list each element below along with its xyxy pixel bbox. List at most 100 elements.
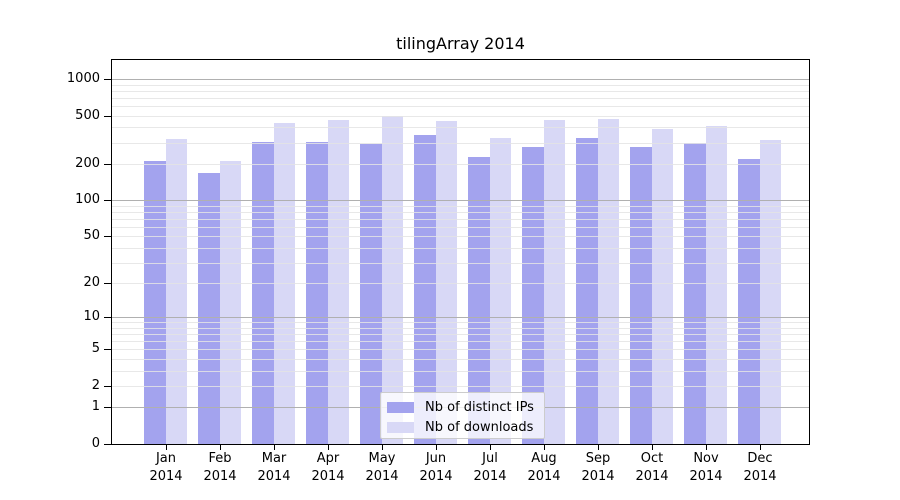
- bar-oct-downloads: [651, 128, 673, 444]
- x-tick-label-jun: Jun 2014: [404, 450, 468, 486]
- x-tick-apr: [328, 445, 329, 450]
- gridline-minor-20: [112, 283, 809, 285]
- legend: Nb of distinct IPs Nb of downloads: [380, 392, 545, 439]
- gridline-minor-40: [112, 247, 809, 249]
- gridline-minor-300: [112, 142, 809, 144]
- bar-jan-distinct-ips: [144, 161, 166, 444]
- gridline-major-1000: [112, 79, 809, 80]
- x-tick-may: [382, 445, 383, 450]
- y-tick-label-100: 100: [75, 192, 100, 207]
- gridlines-layer: [112, 60, 809, 444]
- y-tick-0: [104, 444, 111, 445]
- bar-oct-distinct-ips: [630, 146, 652, 444]
- gridline-minor-70: [112, 218, 809, 220]
- x-tick-label-month-mar: Mar: [261, 451, 287, 466]
- legend-swatch-downloads: [387, 421, 414, 433]
- x-tick-label-year-jan: 2014: [149, 469, 183, 484]
- plot-area: Nb of distinct IPs Nb of downloads: [111, 59, 810, 445]
- y-tick-20: [104, 283, 111, 284]
- x-tick-label-jan: Jan 2014: [134, 450, 198, 486]
- x-tick-mar: [274, 445, 275, 450]
- gridline-minor-6: [112, 341, 809, 343]
- y-tick-label-1000: 1000: [66, 71, 100, 86]
- x-tick-jan: [166, 445, 167, 450]
- y-tick-label-50: 50: [83, 228, 100, 243]
- bar-jul-distinct-ips: [468, 157, 490, 444]
- bar-may-downloads: [381, 115, 403, 444]
- x-tick-label-year-jun: 2014: [419, 469, 453, 484]
- y-tick-500: [104, 116, 111, 117]
- x-tick-label-month-jan: Jan: [155, 451, 177, 466]
- bar-sep-distinct-ips: [576, 137, 598, 444]
- gridline-minor-9: [112, 322, 809, 324]
- x-tick-label-month-oct: Oct: [640, 451, 664, 466]
- x-tick-label-month-sep: Sep: [585, 451, 611, 466]
- x-tick-aug: [544, 445, 545, 450]
- bar-dec-distinct-ips: [738, 158, 760, 444]
- x-tick-label-sep: Sep 2014: [566, 450, 630, 486]
- gridline-minor-2: [112, 386, 809, 387]
- x-tick-label-jul: Jul 2014: [458, 450, 522, 486]
- gridline-minor-400: [112, 127, 809, 129]
- x-tick-label-year-nov: 2014: [689, 469, 723, 484]
- x-tick-dec: [760, 445, 761, 450]
- x-tick-jul: [490, 445, 491, 450]
- x-tick-label-aug: Aug 2014: [512, 450, 576, 486]
- gridline-major-100: [112, 200, 809, 202]
- x-tick-label-year-sep: 2014: [581, 469, 615, 484]
- bar-feb-distinct-ips: [198, 173, 220, 444]
- gridline-minor-4: [112, 359, 809, 360]
- bar-nov-distinct-ips: [684, 143, 706, 444]
- bar-jul-downloads: [489, 137, 511, 444]
- y-tick-1: [104, 407, 111, 408]
- y-tick-2: [104, 386, 111, 387]
- bar-jan-downloads: [165, 139, 187, 444]
- chart-title: tilingArray 2014: [396, 34, 525, 53]
- gridline-minor-90: [112, 205, 809, 207]
- legend-item-distinct-ips: Nb of distinct IPs: [387, 397, 544, 417]
- x-tick-nov: [706, 445, 707, 450]
- y-tick-1000: [104, 79, 111, 80]
- x-tick-label-oct: Oct 2014: [620, 450, 684, 486]
- x-tick-label-year-aug: 2014: [527, 469, 561, 484]
- bar-jun-downloads: [435, 121, 457, 444]
- x-tick-label-month-aug: Aug: [531, 451, 557, 466]
- x-tick-label-year-oct: 2014: [635, 469, 669, 484]
- gridline-major-10: [112, 317, 809, 319]
- x-tick-label-month-feb: Feb: [208, 451, 232, 466]
- bar-mar-distinct-ips: [252, 141, 274, 444]
- gridline-minor-3: [112, 370, 809, 372]
- y-tick-label-5: 5: [91, 341, 100, 356]
- gridline-minor-50: [112, 236, 809, 238]
- x-tick-label-year-feb: 2014: [203, 469, 237, 484]
- y-tick-50: [104, 236, 111, 237]
- x-tick-label-mar: Mar 2014: [242, 450, 306, 486]
- bar-aug-distinct-ips: [522, 147, 544, 444]
- legend-swatch-distinct-ips: [387, 401, 414, 413]
- bar-apr-distinct-ips: [306, 141, 328, 444]
- x-tick-feb: [220, 445, 221, 450]
- bar-dec-downloads: [759, 140, 781, 444]
- x-tick-label-may: May 2014: [350, 450, 414, 486]
- x-tick-label-year-apr: 2014: [311, 469, 345, 484]
- gridline-minor-200: [112, 163, 809, 165]
- x-tick-label-apr: Apr 2014: [296, 450, 360, 486]
- x-tick-label-year-dec: 2014: [743, 469, 777, 484]
- y-tick-label-10: 10: [83, 309, 100, 324]
- gridline-minor-7: [112, 334, 809, 336]
- x-tick-label-feb: Feb 2014: [188, 450, 252, 486]
- x-tick-label-dec: Dec 2014: [728, 450, 792, 486]
- x-tick-label-year-jul: 2014: [473, 469, 507, 484]
- y-tick-label-1: 1: [91, 399, 100, 414]
- gridline-minor-800: [112, 90, 809, 92]
- x-tick-sep: [598, 445, 599, 450]
- x-tick-jun: [436, 445, 437, 450]
- legend-label-downloads: Nb of downloads: [425, 419, 534, 435]
- y-tick-label-2: 2: [91, 378, 100, 393]
- x-tick-label-month-apr: Apr: [316, 451, 340, 466]
- x-tick-label-year-may: 2014: [365, 469, 399, 484]
- x-tick-label-year-mar: 2014: [257, 469, 291, 484]
- y-tick-5: [104, 349, 111, 350]
- y-tick-label-500: 500: [75, 108, 100, 123]
